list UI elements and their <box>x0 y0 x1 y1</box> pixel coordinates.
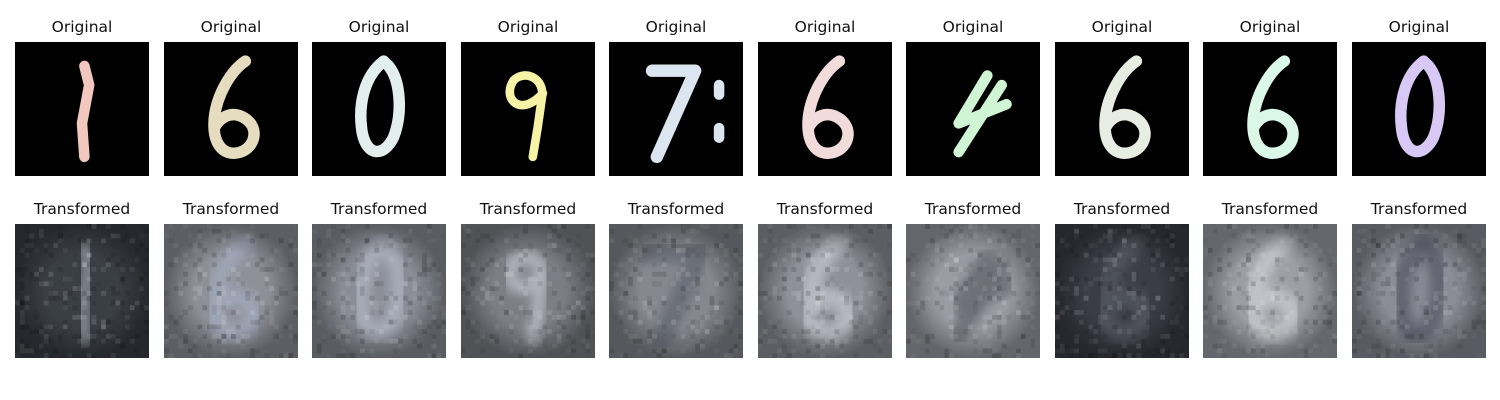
transformed-digit-image <box>1055 224 1189 358</box>
image-background <box>461 42 595 176</box>
transformed-digit-image <box>609 224 743 358</box>
original-digit-image <box>906 42 1040 176</box>
original-digit-image <box>758 42 892 176</box>
original-digit-image <box>1203 42 1337 176</box>
original-digit-image <box>1055 42 1189 176</box>
original-digit-image <box>164 42 298 176</box>
original-digit-image <box>1352 42 1486 176</box>
transformed-digit-image <box>906 224 1040 358</box>
panel-title: Transformed <box>1073 200 1171 218</box>
panel-title: Transformed <box>627 200 725 218</box>
panel-title: Original <box>497 18 559 36</box>
digit-stroke <box>802 55 854 159</box>
digit-stroke <box>355 55 405 158</box>
transformed-digit-image <box>164 224 298 358</box>
panel-title: Transformed <box>330 200 428 218</box>
transformed-digit-image <box>15 224 149 358</box>
transformed-digit-image <box>1352 224 1486 358</box>
original-digit-image <box>609 42 743 176</box>
digit-stroke <box>645 64 725 164</box>
digit-stroke <box>953 70 1012 158</box>
digit-stroke <box>1099 55 1151 159</box>
panel-title: Original <box>51 18 113 36</box>
original-digit-image <box>461 42 595 176</box>
panel-title: Transformed <box>479 200 577 218</box>
panel-title: Transformed <box>182 200 280 218</box>
transformed-row: Transformed Transformed Transformed Transfo… <box>0 198 1500 368</box>
panel-title: Original <box>348 18 410 36</box>
digit-stroke <box>505 71 548 162</box>
original-digit-image <box>15 42 149 176</box>
panel-title: Transformed <box>1221 200 1319 218</box>
original-row: Original Original Original Original Original… <box>0 16 1500 186</box>
panel-title: Original <box>1388 18 1450 36</box>
panel-title: Transformed <box>924 200 1022 218</box>
panel-title: Transformed <box>33 200 131 218</box>
digit-stroke <box>1395 55 1445 158</box>
digit-stroke <box>208 55 260 159</box>
panel-title: Original <box>1239 18 1301 36</box>
original-digit-image <box>312 42 446 176</box>
transformed-digit-image <box>461 224 595 358</box>
digit-stroke <box>76 60 95 163</box>
panel-title: Transformed <box>1370 200 1468 218</box>
panel-title: Original <box>942 18 1004 36</box>
transformed-digit-image <box>758 224 892 358</box>
transformed-digit-image <box>312 224 446 358</box>
panel-title: Original <box>200 18 262 36</box>
panel-title: Original <box>645 18 707 36</box>
panel-title: Original <box>1091 18 1153 36</box>
panel-title: Original <box>794 18 856 36</box>
transformed-digit-image <box>1203 224 1337 358</box>
digit-stroke <box>1247 55 1299 159</box>
panel-title: Transformed <box>776 200 874 218</box>
